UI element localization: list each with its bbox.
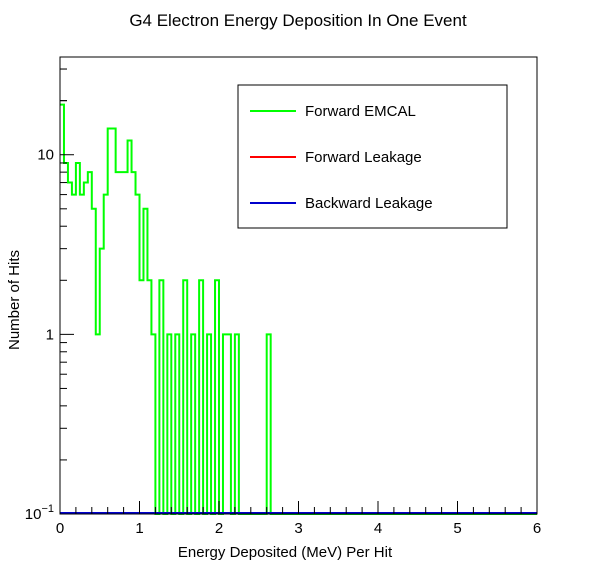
- x-tick-label: 4: [374, 520, 382, 537]
- x-tick-label: 0: [56, 520, 64, 537]
- legend: Forward EMCAL Forward Leakage Backward Lea…: [237, 84, 508, 229]
- y-tick-label: 10−1: [25, 503, 54, 523]
- x-axis-label: Energy Deposited (MeV) Per Hit: [178, 544, 393, 561]
- x-tick-label: 5: [453, 520, 461, 537]
- y-tick-label: 10: [37, 147, 54, 164]
- legend-label: Backward Leakage: [305, 195, 433, 212]
- legend-label: Forward EMCAL: [305, 103, 416, 120]
- y-tick-label: 1: [46, 326, 54, 343]
- x-tick-label: 2: [215, 520, 223, 537]
- x-tick-label: 3: [294, 520, 302, 537]
- y-axis-label: Number of Hits: [6, 250, 23, 350]
- chart-title: G4 Electron Energy Deposition In One Eve…: [129, 11, 467, 30]
- axis-layer: 0 1 2 3 4 5 6 10−1 1 10: [25, 68, 541, 537]
- legend-entries: Forward EMCAL Forward Leakage Backward Lea…: [250, 103, 433, 212]
- x-tick-label: 6: [533, 520, 541, 537]
- x-tick-label: 1: [135, 520, 143, 537]
- legend-label: Forward Leakage: [305, 149, 422, 166]
